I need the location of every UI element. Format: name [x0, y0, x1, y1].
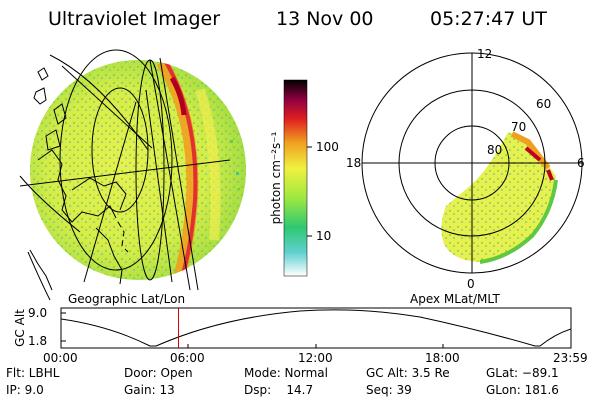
info-ip: IP: 9.0 [6, 383, 44, 397]
altitude-xtick-2359: 23:59 [553, 351, 588, 365]
altitude-curve [61, 309, 571, 347]
altitude-xtick-1800: 18:00 [425, 351, 460, 365]
info-glon: GLon: 181.6 [486, 383, 559, 397]
altitude-xtick-0600: 06:00 [170, 351, 205, 365]
info-gain: Gain: 13 [124, 383, 175, 397]
noise-pixels [228, 120, 240, 203]
info-seq: Seq: 39 [366, 383, 412, 397]
mlat-label-80: 80 [487, 143, 503, 157]
altitude-xtick-0000: 00:00 [43, 351, 78, 365]
left-panel-caption: Geographic Lat/Lon [68, 292, 186, 306]
altitude-plot [60, 307, 572, 349]
mlt-label-18: 18 [346, 156, 362, 170]
altitude-xtick-1200: 12:00 [298, 351, 333, 365]
colorbar-tick-10: 10 [316, 229, 332, 243]
info-door: Door: Open [124, 366, 193, 380]
colorbar-unit-label: photon cm⁻²s⁻¹ [269, 131, 283, 225]
info-flt: Flt: LBHL [6, 366, 60, 380]
earth-image [30, 60, 246, 280]
mlt-label-12: 12 [477, 47, 493, 61]
altitude-ylabel: GC Alt [13, 309, 27, 347]
date-label: 13 Nov 00 [276, 8, 374, 30]
latlon-grid [19, 49, 231, 301]
instrument-title: Ultraviolet Imager [48, 8, 221, 30]
right-panel-caption: Apex MLat/MLT [410, 292, 500, 306]
info-mode: Mode: Normal [244, 366, 328, 380]
mlat-label-60: 60 [536, 97, 552, 111]
altitude-ytick-9: 9.0 [28, 306, 48, 320]
colorbar [283, 79, 312, 277]
info-glat: GLat: −89.1 [486, 366, 559, 380]
mlat-label-70: 70 [511, 120, 527, 134]
time-label: 05:27:47 UT [430, 8, 547, 30]
mlt-label-0: 0 [467, 277, 475, 291]
altitude-ytick-1-8: 1.8 [28, 334, 48, 348]
info-gcalt: GC Alt: 3.5 Re [366, 366, 450, 380]
mlt-label-6: 6 [577, 156, 585, 170]
info-dsp: Dsp: 14.7 [244, 383, 314, 397]
polar-plot [361, 52, 583, 274]
colorbar-tick-100: 100 [316, 140, 339, 154]
auroral-oval-right [441, 131, 558, 264]
